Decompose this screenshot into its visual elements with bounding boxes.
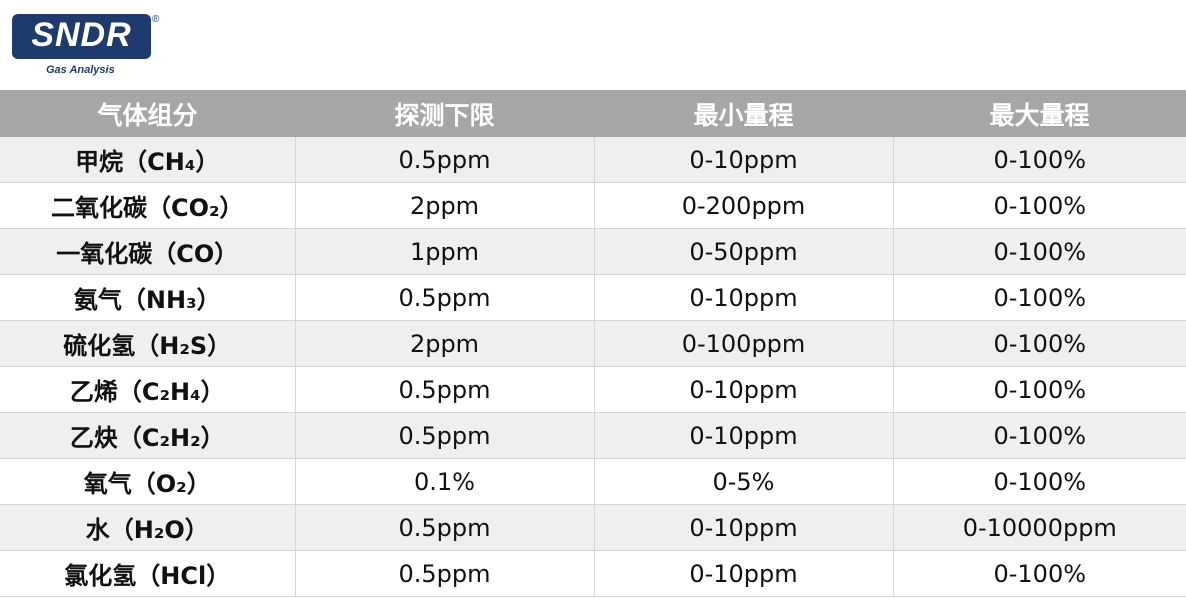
gas-name-cell: 氨气（NH₃） — [0, 274, 296, 321]
gas-name-cell: 氧气（O₂） — [0, 458, 296, 505]
max-range-cell: 0-100% — [893, 320, 1186, 367]
logo-brand: SNDR — [31, 16, 132, 54]
min-range-cell: 0-5% — [594, 458, 894, 505]
gas-spec-table: 气体组分 探测下限 最小量程 最大量程 甲烷（CH₄） 0.5ppm 0-10ppm… — [0, 90, 1186, 597]
gas-name-cell: 甲烷（CH₄） — [0, 137, 296, 183]
max-range-cell: 0-100% — [893, 458, 1186, 505]
min-range-cell: 0-100ppm — [594, 320, 894, 367]
detection-limit-cell: 2ppm — [295, 182, 595, 229]
min-range-cell: 0-50ppm — [594, 228, 894, 275]
max-range-cell: 0-10000ppm — [893, 504, 1186, 551]
max-range-cell: 0-100% — [893, 550, 1186, 597]
gas-name-cell: 硫化氢（H₂S） — [0, 320, 296, 367]
detection-limit-cell: 0.5ppm — [295, 550, 595, 597]
table-row: 氨气（NH₃） 0.5ppm 0-10ppm 0-100% — [0, 274, 1186, 321]
header-detection-limit: 探测下限 — [295, 90, 594, 137]
max-range-cell: 0-100% — [893, 366, 1186, 413]
detection-limit-cell: 0.5ppm — [295, 504, 595, 551]
table-row: 一氧化碳（CO） 1ppm 0-50ppm 0-100% — [0, 228, 1186, 275]
gas-name-cell: 水（H₂O） — [0, 504, 296, 551]
logo-badge: SNDR — [12, 14, 151, 59]
max-range-cell: 0-100% — [893, 182, 1186, 229]
detection-limit-cell: 0.5ppm — [295, 137, 595, 183]
gas-name-cell: 乙烯（C₂H₄） — [0, 366, 296, 413]
table-row: 甲烷（CH₄） 0.5ppm 0-10ppm 0-100% — [0, 137, 1186, 183]
logo-tagline: Gas Analysis — [46, 64, 115, 76]
max-range-cell: 0-100% — [893, 137, 1186, 183]
min-range-cell: 0-10ppm — [594, 550, 894, 597]
min-range-cell: 0-10ppm — [594, 366, 894, 413]
table-row: 硫化氢（H₂S） 2ppm 0-100ppm 0-100% — [0, 320, 1186, 367]
max-range-cell: 0-100% — [893, 228, 1186, 275]
gas-name-cell: 氯化氢（HCl） — [0, 550, 296, 597]
table-row: 氧气（O₂） 0.1% 0-5% 0-100% — [0, 458, 1186, 505]
gas-name-cell: 一氧化碳（CO） — [0, 228, 296, 275]
min-range-cell: 0-200ppm — [594, 182, 894, 229]
header-min-range: 最小量程 — [594, 90, 893, 137]
detection-limit-cell: 1ppm — [295, 228, 595, 275]
detection-limit-cell: 0.5ppm — [295, 366, 595, 413]
detection-limit-cell: 0.5ppm — [295, 412, 595, 459]
table-row: 氯化氢（HCl） 0.5ppm 0-10ppm 0-100% — [0, 550, 1186, 597]
max-range-cell: 0-100% — [893, 274, 1186, 321]
header-gas: 气体组分 — [0, 90, 295, 137]
table-row: 二氧化碳（CO₂） 2ppm 0-200ppm 0-100% — [0, 182, 1186, 229]
min-range-cell: 0-10ppm — [594, 137, 894, 183]
header-max-range: 最大量程 — [893, 90, 1186, 137]
table-header-row: 气体组分 探测下限 最小量程 最大量程 — [0, 90, 1186, 137]
sndr-logo: SNDR ® Gas Analysis — [12, 14, 159, 80]
gas-name-cell: 乙炔（C₂H₂） — [0, 412, 296, 459]
table-row: 乙炔（C₂H₂） 0.5ppm 0-10ppm 0-100% — [0, 412, 1186, 459]
min-range-cell: 0-10ppm — [594, 504, 894, 551]
detection-limit-cell: 0.5ppm — [295, 274, 595, 321]
table-row: 水（H₂O） 0.5ppm 0-10ppm 0-10000ppm — [0, 504, 1186, 551]
max-range-cell: 0-100% — [893, 412, 1186, 459]
gas-name-cell: 二氧化碳（CO₂） — [0, 182, 296, 229]
table-row: 乙烯（C₂H₄） 0.5ppm 0-10ppm 0-100% — [0, 366, 1186, 413]
detection-limit-cell: 2ppm — [295, 320, 595, 367]
min-range-cell: 0-10ppm — [594, 274, 894, 321]
detection-limit-cell: 0.1% — [295, 458, 595, 505]
min-range-cell: 0-10ppm — [594, 412, 894, 459]
registered-mark: ® — [152, 14, 160, 25]
